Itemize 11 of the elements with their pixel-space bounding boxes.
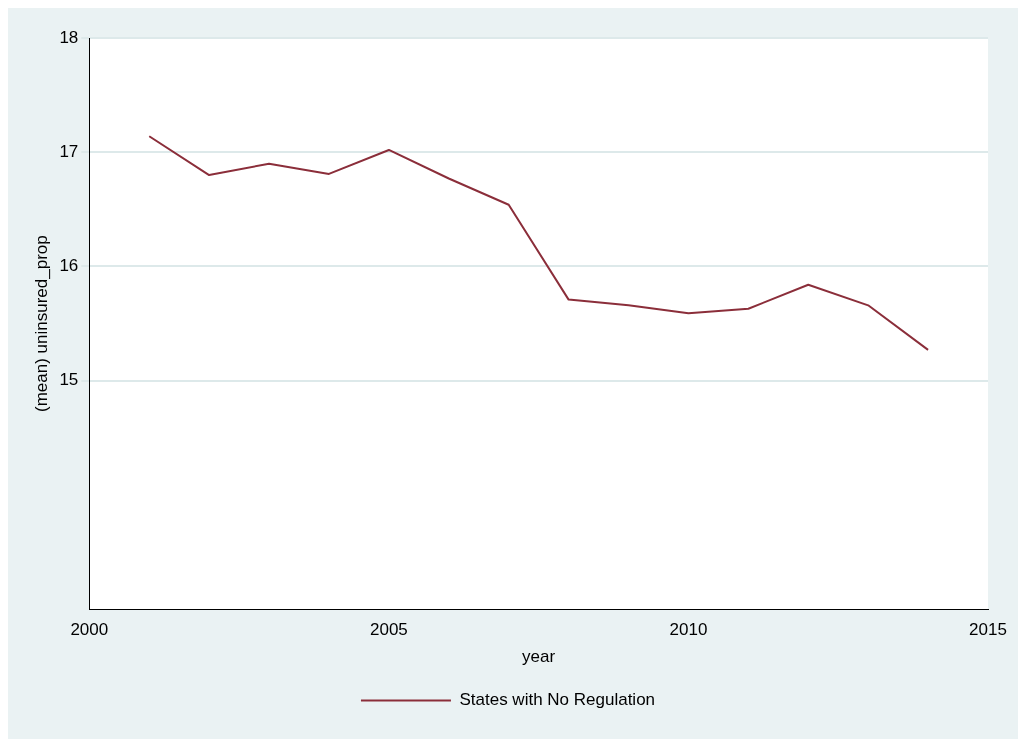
text: States with No Regulation	[459, 690, 656, 710]
y-tick-label: 18	[59, 27, 79, 47]
x-tick-label: 2005	[369, 620, 408, 640]
y-tick-label: 16	[59, 256, 79, 276]
x-tick-label: 2000	[70, 620, 109, 640]
x-tick-label: 2015	[969, 620, 1007, 640]
y-tick-label: 17	[59, 141, 79, 161]
x-axis-title: year	[522, 647, 556, 667]
y-tick-label: 15	[59, 370, 79, 390]
y-axis-title: (mean) uninsured_prop	[31, 235, 51, 412]
x-tick-label: 2010	[669, 620, 708, 640]
